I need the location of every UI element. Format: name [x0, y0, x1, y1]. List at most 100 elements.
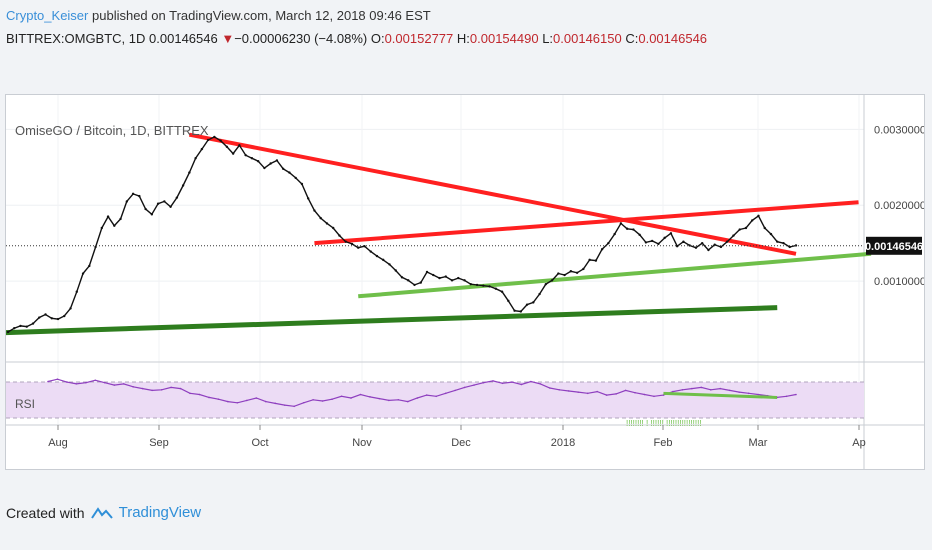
price-series-line [7, 136, 797, 333]
price-point [644, 241, 648, 244]
rsi-point [378, 397, 381, 400]
price-point [313, 209, 316, 212]
rsi-point [624, 389, 627, 392]
x-tick-label: Dec [451, 437, 471, 449]
price-point [625, 227, 629, 230]
price-point [432, 273, 435, 277]
rsi-label: RSI [15, 397, 35, 411]
price-point [175, 196, 179, 199]
price-point [81, 272, 85, 275]
tradingview-brand-link[interactable]: TradingView [118, 504, 202, 521]
rsi-point [672, 390, 674, 393]
price-point [475, 283, 479, 287]
price-point [507, 299, 510, 303]
price-point [757, 214, 760, 218]
x-tick-label: Nov [352, 437, 372, 449]
price-point [425, 270, 429, 274]
rsi-point [302, 401, 305, 404]
price-point [600, 248, 604, 251]
rsi-point [359, 393, 362, 396]
price-point [469, 282, 472, 286]
rsi-point [728, 389, 731, 392]
price-point [275, 159, 279, 162]
price-point [482, 284, 485, 287]
rsi-point [795, 393, 797, 396]
rsi-point [473, 384, 475, 386]
price-point [150, 213, 154, 216]
price-point [131, 192, 135, 196]
close-value: 0.00146546 [638, 31, 708, 46]
price-point [88, 264, 91, 268]
price-point [544, 282, 548, 286]
x-axis-ticks: Aug Sep Oct Nov Dec 2018 Feb Mar Ap [48, 425, 866, 449]
price-point [500, 290, 504, 293]
price-point [738, 228, 741, 231]
rsi-point [586, 392, 589, 395]
long-term-support [1, 305, 778, 336]
x-tick-label: Sep [149, 437, 169, 449]
price-point [732, 234, 735, 237]
price-point [106, 215, 110, 218]
green-ascending-support [358, 251, 872, 299]
rsi-point [785, 395, 788, 398]
price-point [350, 242, 354, 246]
rsi-point [520, 383, 523, 386]
rsi-point [653, 395, 655, 398]
x-tick-label: Aug [48, 437, 68, 449]
price-point [119, 217, 122, 221]
price-point [19, 324, 22, 328]
rsi-point [643, 393, 646, 396]
price-point [682, 240, 685, 243]
rsi-divergence-line [663, 391, 778, 399]
price-point [125, 200, 129, 203]
rsi-point [501, 382, 504, 385]
rsi-point [425, 394, 428, 396]
price-point [563, 273, 566, 277]
chart-title: OmiseGO / Bitcoin, 1D, BITTREX [15, 123, 209, 138]
rsi-point [151, 389, 153, 392]
author-link[interactable]: Crypto_Keiser [6, 8, 89, 23]
price-point [344, 240, 347, 243]
tradingview-logo-icon[interactable] [90, 506, 113, 520]
price-point [394, 269, 397, 272]
price-point [419, 281, 422, 284]
rsi-point [56, 378, 59, 380]
last-price-tag [866, 236, 922, 255]
price-point [169, 205, 172, 208]
price-point [256, 160, 260, 163]
rsi-point [208, 396, 210, 399]
price-point [357, 246, 360, 249]
down-arrow-icon: ▼ [221, 31, 235, 46]
price-point [751, 219, 754, 222]
price-point [513, 309, 516, 312]
price-point [619, 222, 623, 225]
price-point [763, 226, 766, 230]
rsi-point [170, 386, 172, 389]
rsi-point [463, 386, 466, 389]
rsi-point [189, 392, 191, 395]
rsi-point [122, 383, 125, 385]
price-point [163, 200, 166, 203]
rsi-point [113, 384, 116, 386]
price-point [38, 316, 41, 319]
rsi-point [350, 397, 352, 399]
rsi-point [132, 386, 135, 388]
trendlines [1, 132, 872, 336]
rsi-point [530, 380, 532, 383]
rsi-point [198, 393, 201, 396]
price-point [250, 156, 254, 160]
rsi-point [388, 399, 390, 402]
rsi-point [75, 383, 78, 385]
price-chart[interactable]: OmiseGO / Bitcoin, 1D, BITTREX RSI !!!!!… [1, 95, 932, 469]
open-label: O: [370, 31, 385, 46]
open-value: 0.00152777 [384, 31, 454, 46]
price-point [332, 226, 335, 230]
price-point [388, 263, 391, 266]
rsi-point [719, 387, 722, 390]
created-with-label: Created with [6, 504, 85, 521]
price-point [225, 145, 229, 149]
symbol-quote-bar: BITTREX:OMGBTC, 1D 0.00146546 ▼−0.000062… [6, 31, 707, 46]
